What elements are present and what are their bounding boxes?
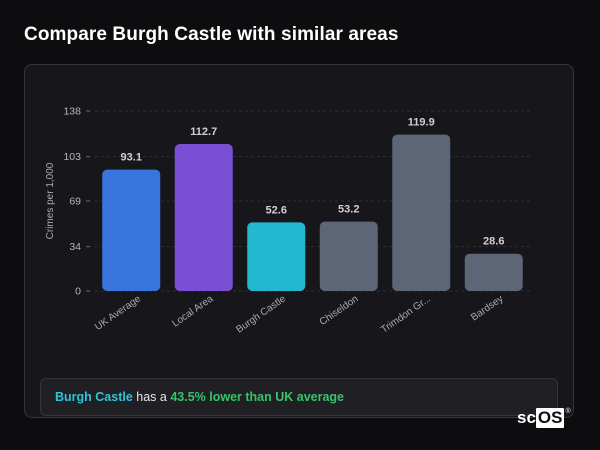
bars xyxy=(102,134,523,291)
y-axis-label: Crimes per 1,000 xyxy=(45,162,56,239)
bar-4[interactable] xyxy=(392,134,451,291)
summary-box: Burgh Castle has a 43.5% lower than UK a… xyxy=(40,378,558,416)
bar-5[interactable] xyxy=(464,253,523,291)
summary-area-name: Burgh Castle xyxy=(55,390,133,404)
bar-1[interactable] xyxy=(174,144,233,291)
x-tick-label-2: Burgh Castle xyxy=(234,293,288,335)
scos-logo: sc OS ® xyxy=(517,408,571,430)
bar-0[interactable] xyxy=(102,169,161,291)
y-axis-ticks: 0 34 69 103 138 xyxy=(63,106,90,298)
x-tick-label-1: Local Area xyxy=(170,293,215,329)
grid-layer xyxy=(95,110,530,292)
value-label-4: 119.9 xyxy=(408,117,435,129)
y-tick-label-1: 34 xyxy=(69,241,81,253)
logo-sc-text: sc xyxy=(517,408,536,427)
summary-middle-text: has a xyxy=(132,390,171,404)
bar-3[interactable] xyxy=(319,221,378,291)
x-tick-label-5: Bardsey xyxy=(469,293,505,323)
value-label-0: 93.1 xyxy=(121,152,142,164)
y-tick-label-0: 0 xyxy=(75,286,81,298)
bar-2[interactable] xyxy=(247,222,306,291)
logo-registered-mark: ® xyxy=(565,408,571,415)
page-title: Compare Burgh Castle with similar areas xyxy=(24,24,399,45)
summary-stat: 43.5% lower than UK average xyxy=(170,390,345,404)
logo-os-text: OS xyxy=(535,408,565,428)
value-label-1: 112.7 xyxy=(190,126,217,138)
value-labels: 93.1 112.7 52.6 53.2 119.9 28.6 xyxy=(121,117,505,248)
x-tick-label-4: Trimdon Gr... xyxy=(379,293,433,335)
y-tick-label-2: 69 xyxy=(69,196,81,208)
value-label-5: 28.6 xyxy=(483,236,504,248)
value-label-3: 53.2 xyxy=(338,204,359,216)
x-tick-label-0: UK Average xyxy=(93,293,143,333)
value-label-2: 52.6 xyxy=(266,204,287,216)
x-tick-label-3: Chiseldon xyxy=(318,293,361,328)
x-axis-ticks: UK Average Local Area Burgh Castle Chiseldo… xyxy=(93,293,505,336)
y-tick-label-3: 103 xyxy=(63,151,81,163)
y-tick-label-4: 138 xyxy=(63,106,81,118)
